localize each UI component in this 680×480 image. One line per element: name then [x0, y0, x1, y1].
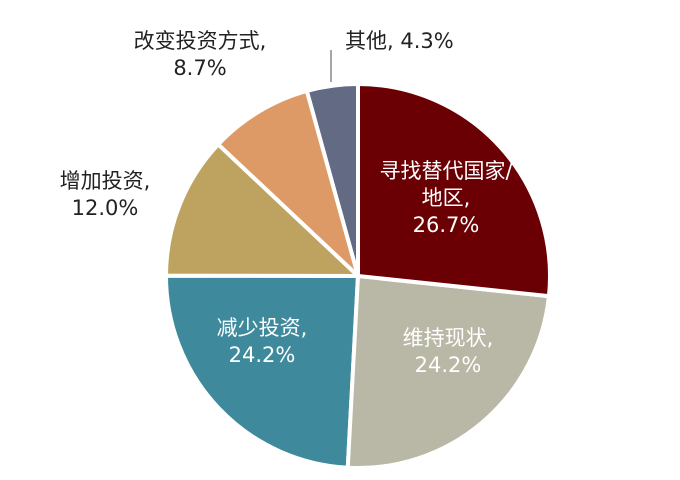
- slice-label: 其他, 4.3%: [345, 28, 505, 55]
- value-label: 26.7%: [412, 213, 480, 237]
- pie-slice: [163, 273, 361, 470]
- slice-label: 增加投资, 12.0%: [40, 168, 170, 222]
- value-label: 12.0%: [71, 196, 139, 220]
- category-label: 减少投资,: [216, 316, 308, 340]
- value-label: 8.7%: [173, 56, 227, 80]
- slice-label: 减少投资, 24.2%: [192, 315, 332, 369]
- value-label: 24.2%: [414, 353, 482, 377]
- category-label: 其他,: [345, 29, 394, 53]
- category-label: 维持现状,: [402, 326, 494, 350]
- category-label: 增加投资,: [59, 169, 151, 193]
- pie-slice: [215, 88, 362, 283]
- value-label: 4.3%: [400, 29, 454, 53]
- slice-label: 寻找替代国家/地区, 26.7%: [376, 158, 516, 239]
- value-label: 24.2%: [228, 343, 296, 367]
- slice-label: 改变投资方式, 8.7%: [120, 28, 280, 82]
- pie-slice: [356, 81, 552, 299]
- category-label: 改变投资方式,: [133, 29, 267, 53]
- slice-label: 维持现状, 24.2%: [378, 325, 518, 379]
- category-label: 寻找替代国家/地区,: [379, 159, 513, 210]
- pie-slice: [163, 141, 364, 279]
- pie-slice: [345, 273, 552, 470]
